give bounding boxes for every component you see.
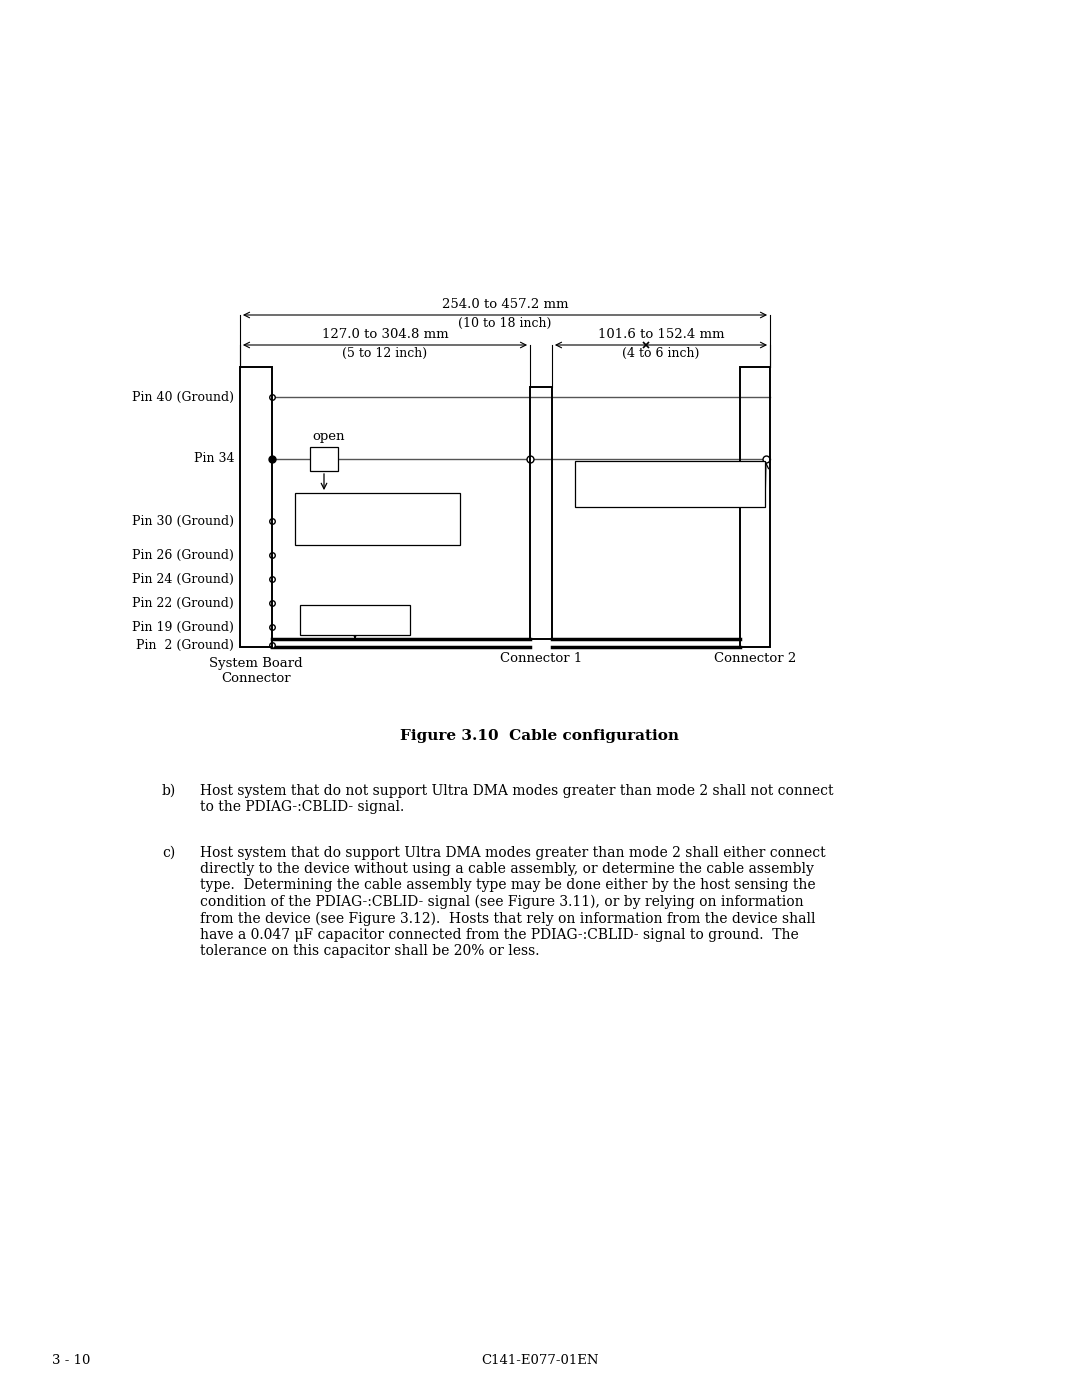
Text: 127.0 to 304.8 mm: 127.0 to 304.8 mm (322, 328, 448, 341)
Polygon shape (300, 605, 410, 636)
Polygon shape (310, 447, 338, 471)
Text: System Board
Connector: System Board Connector (210, 657, 302, 685)
Text: Connector 1: Connector 1 (500, 652, 582, 665)
Text: (5 to 12 inch): (5 to 12 inch) (342, 346, 428, 360)
Text: 101.6 to 152.4 mm: 101.6 to 152.4 mm (597, 328, 725, 341)
Text: Pin 24 (Ground): Pin 24 (Ground) (132, 573, 234, 585)
Text: Host system that do not support Ultra DMA modes greater than mode 2 shall not co: Host system that do not support Ultra DM… (200, 784, 834, 814)
Polygon shape (295, 493, 460, 545)
Text: (4 to 6 inch): (4 to 6 inch) (622, 346, 700, 360)
Text: b): b) (162, 784, 176, 798)
Text: Pin 19 (Ground): Pin 19 (Ground) (132, 620, 234, 633)
Text: Pin 22 (Ground): Pin 22 (Ground) (132, 597, 234, 609)
Text: Pin 34: Pin 34 (193, 453, 234, 465)
Text: 3 - 10: 3 - 10 (52, 1354, 91, 1368)
Text: C141-E077-01EN: C141-E077-01EN (482, 1354, 598, 1368)
Text: Pin  2 (Ground): Pin 2 (Ground) (136, 638, 234, 651)
Text: Host system that do support Ultra DMA modes greater than mode 2 shall either con: Host system that do support Ultra DMA mo… (200, 847, 825, 958)
Text: Pin 40 (Ground): Pin 40 (Ground) (132, 391, 234, 404)
Text: (10 to 18 inch): (10 to 18 inch) (458, 317, 552, 330)
Text: Connector 2: Connector 2 (714, 652, 796, 665)
Text: Pin 34 contact
(PDIAG-:CBLID- signal): Pin 34 contact (PDIAG-:CBLID- signal) (583, 469, 732, 497)
Text: c): c) (162, 847, 175, 861)
Text: Position 1: Position 1 (322, 613, 388, 626)
Polygon shape (575, 461, 765, 507)
Text: open: open (312, 430, 345, 443)
Text: Pin 26 (Ground): Pin 26 (Ground) (132, 549, 234, 562)
Text: Symbolizes Pin 34
Conductor being cut: Symbolizes Pin 34 Conductor being cut (312, 504, 443, 534)
Text: Figure 3.10  Cable configuration: Figure 3.10 Cable configuration (401, 729, 679, 743)
Text: 254.0 to 457.2 mm: 254.0 to 457.2 mm (442, 298, 568, 312)
Text: Pin 30 (Ground): Pin 30 (Ground) (132, 514, 234, 528)
